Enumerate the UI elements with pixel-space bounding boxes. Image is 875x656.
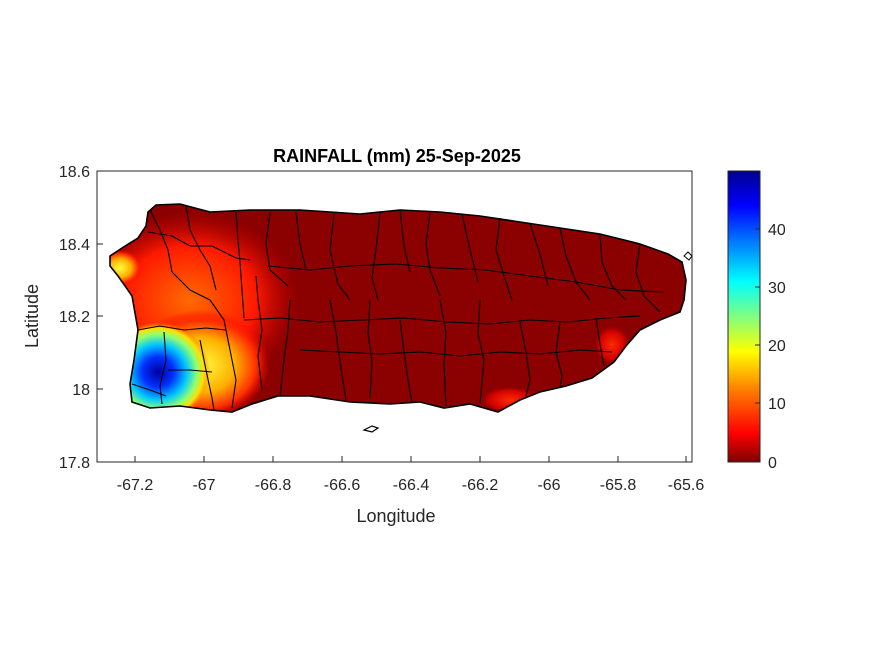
colorbar-tick-label: 30 bbox=[768, 280, 786, 297]
caja-de-muertos-island bbox=[362, 425, 380, 433]
x-axis-label: Longitude bbox=[356, 506, 435, 526]
y-tick-marks bbox=[97, 170, 103, 463]
x-tick-label: -65.8 bbox=[600, 477, 637, 494]
x-tick-label: -65.6 bbox=[668, 477, 705, 494]
municipality-boundaries bbox=[131, 205, 665, 411]
x-tick-label: -66 bbox=[537, 477, 560, 494]
x-tick-label: -67.2 bbox=[117, 477, 154, 494]
chart-title: RAINFALL (mm) 25-Sep-2025 bbox=[273, 146, 521, 166]
colorbar-tick-label: 20 bbox=[768, 338, 786, 355]
small-east-islet bbox=[683, 251, 693, 261]
y-tick-label: 18 bbox=[72, 382, 90, 399]
colorbar bbox=[727, 170, 761, 463]
colorbar-tick-label: 40 bbox=[768, 222, 786, 239]
x-tick-marks bbox=[134, 456, 687, 462]
x-tick-label: -66.8 bbox=[255, 477, 292, 494]
y-axis-label: Latitude bbox=[22, 284, 42, 348]
x-tick-label: -66.6 bbox=[324, 477, 361, 494]
x-tick-label: -66.2 bbox=[462, 477, 499, 494]
y-tick-label: 18.2 bbox=[59, 309, 90, 326]
colorbar-tick-marks bbox=[755, 228, 760, 463]
x-tick-label: -66.4 bbox=[393, 477, 430, 494]
y-tick-label: 17.8 bbox=[59, 455, 90, 472]
x-tick-label: -67 bbox=[192, 477, 215, 494]
colorbar-tick-label: 0 bbox=[768, 455, 777, 472]
y-tick-label: 18.4 bbox=[59, 237, 90, 254]
y-tick-label: 18.6 bbox=[59, 164, 90, 181]
colorbar-tick-label: 10 bbox=[768, 396, 786, 413]
rain-northwest-tip bbox=[110, 250, 142, 286]
